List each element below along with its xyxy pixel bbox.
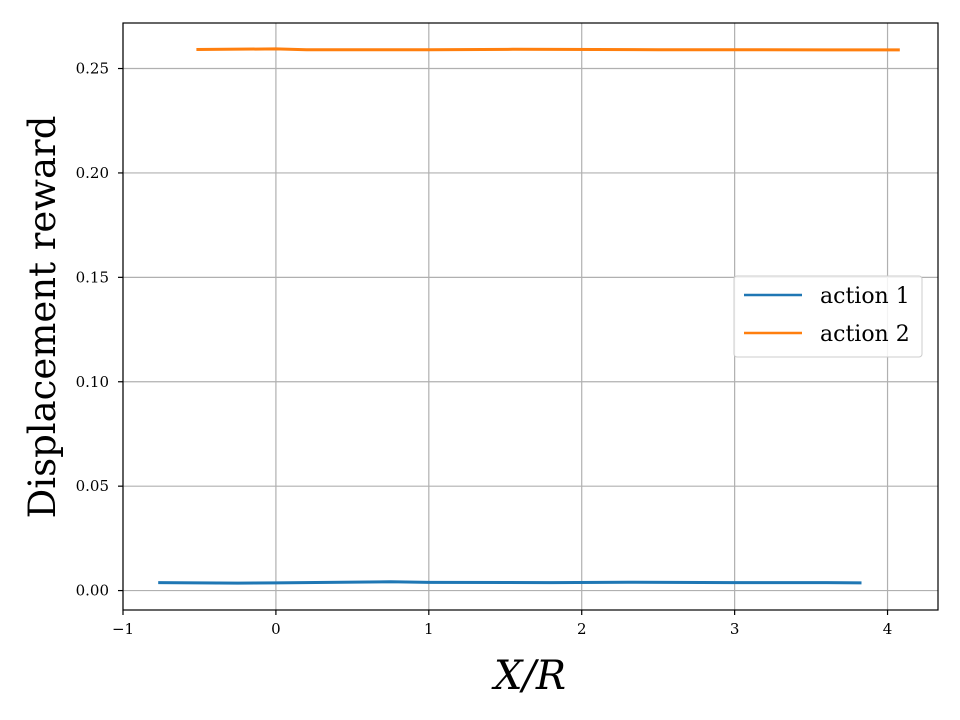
- y-tick-label: 0.10: [76, 373, 109, 391]
- x-axis-label-text: X/R: [491, 653, 566, 699]
- x-tick-label: 2: [577, 620, 587, 638]
- legend: action 1 action 2: [733, 275, 923, 358]
- y-tick-label: 0.00: [76, 582, 109, 600]
- series-line-action-1: [158, 580, 862, 585]
- y-tick-label: 0.05: [76, 477, 109, 495]
- x-axis-label: X/R: [491, 653, 566, 699]
- y-axis-label-text: Displacement reward: [21, 116, 64, 519]
- y-tick-label: 0.25: [76, 60, 109, 78]
- series-line-action-2: [196, 47, 900, 52]
- x-tick-label: 3: [730, 620, 740, 638]
- y-tick-label: 0.20: [76, 164, 109, 182]
- x-tick-label: 4: [883, 620, 893, 638]
- x-tick-label: −1: [112, 620, 134, 638]
- x-tick-label: 0: [271, 620, 281, 638]
- y-tick-label: 0.15: [76, 268, 109, 286]
- plot-frame: [122, 22, 939, 611]
- legend-label-action-2: action 2: [820, 322, 910, 347]
- legend-label-action-1: action 1: [820, 284, 910, 309]
- y-axis-label: Displacement reward: [21, 116, 64, 519]
- series-layer: [158, 47, 900, 585]
- x-tick-label: 1: [424, 620, 434, 638]
- ticks: −1 0 1 2 3 4 0.00 0.05 0.10 0.15 0.20 0.25: [76, 60, 893, 638]
